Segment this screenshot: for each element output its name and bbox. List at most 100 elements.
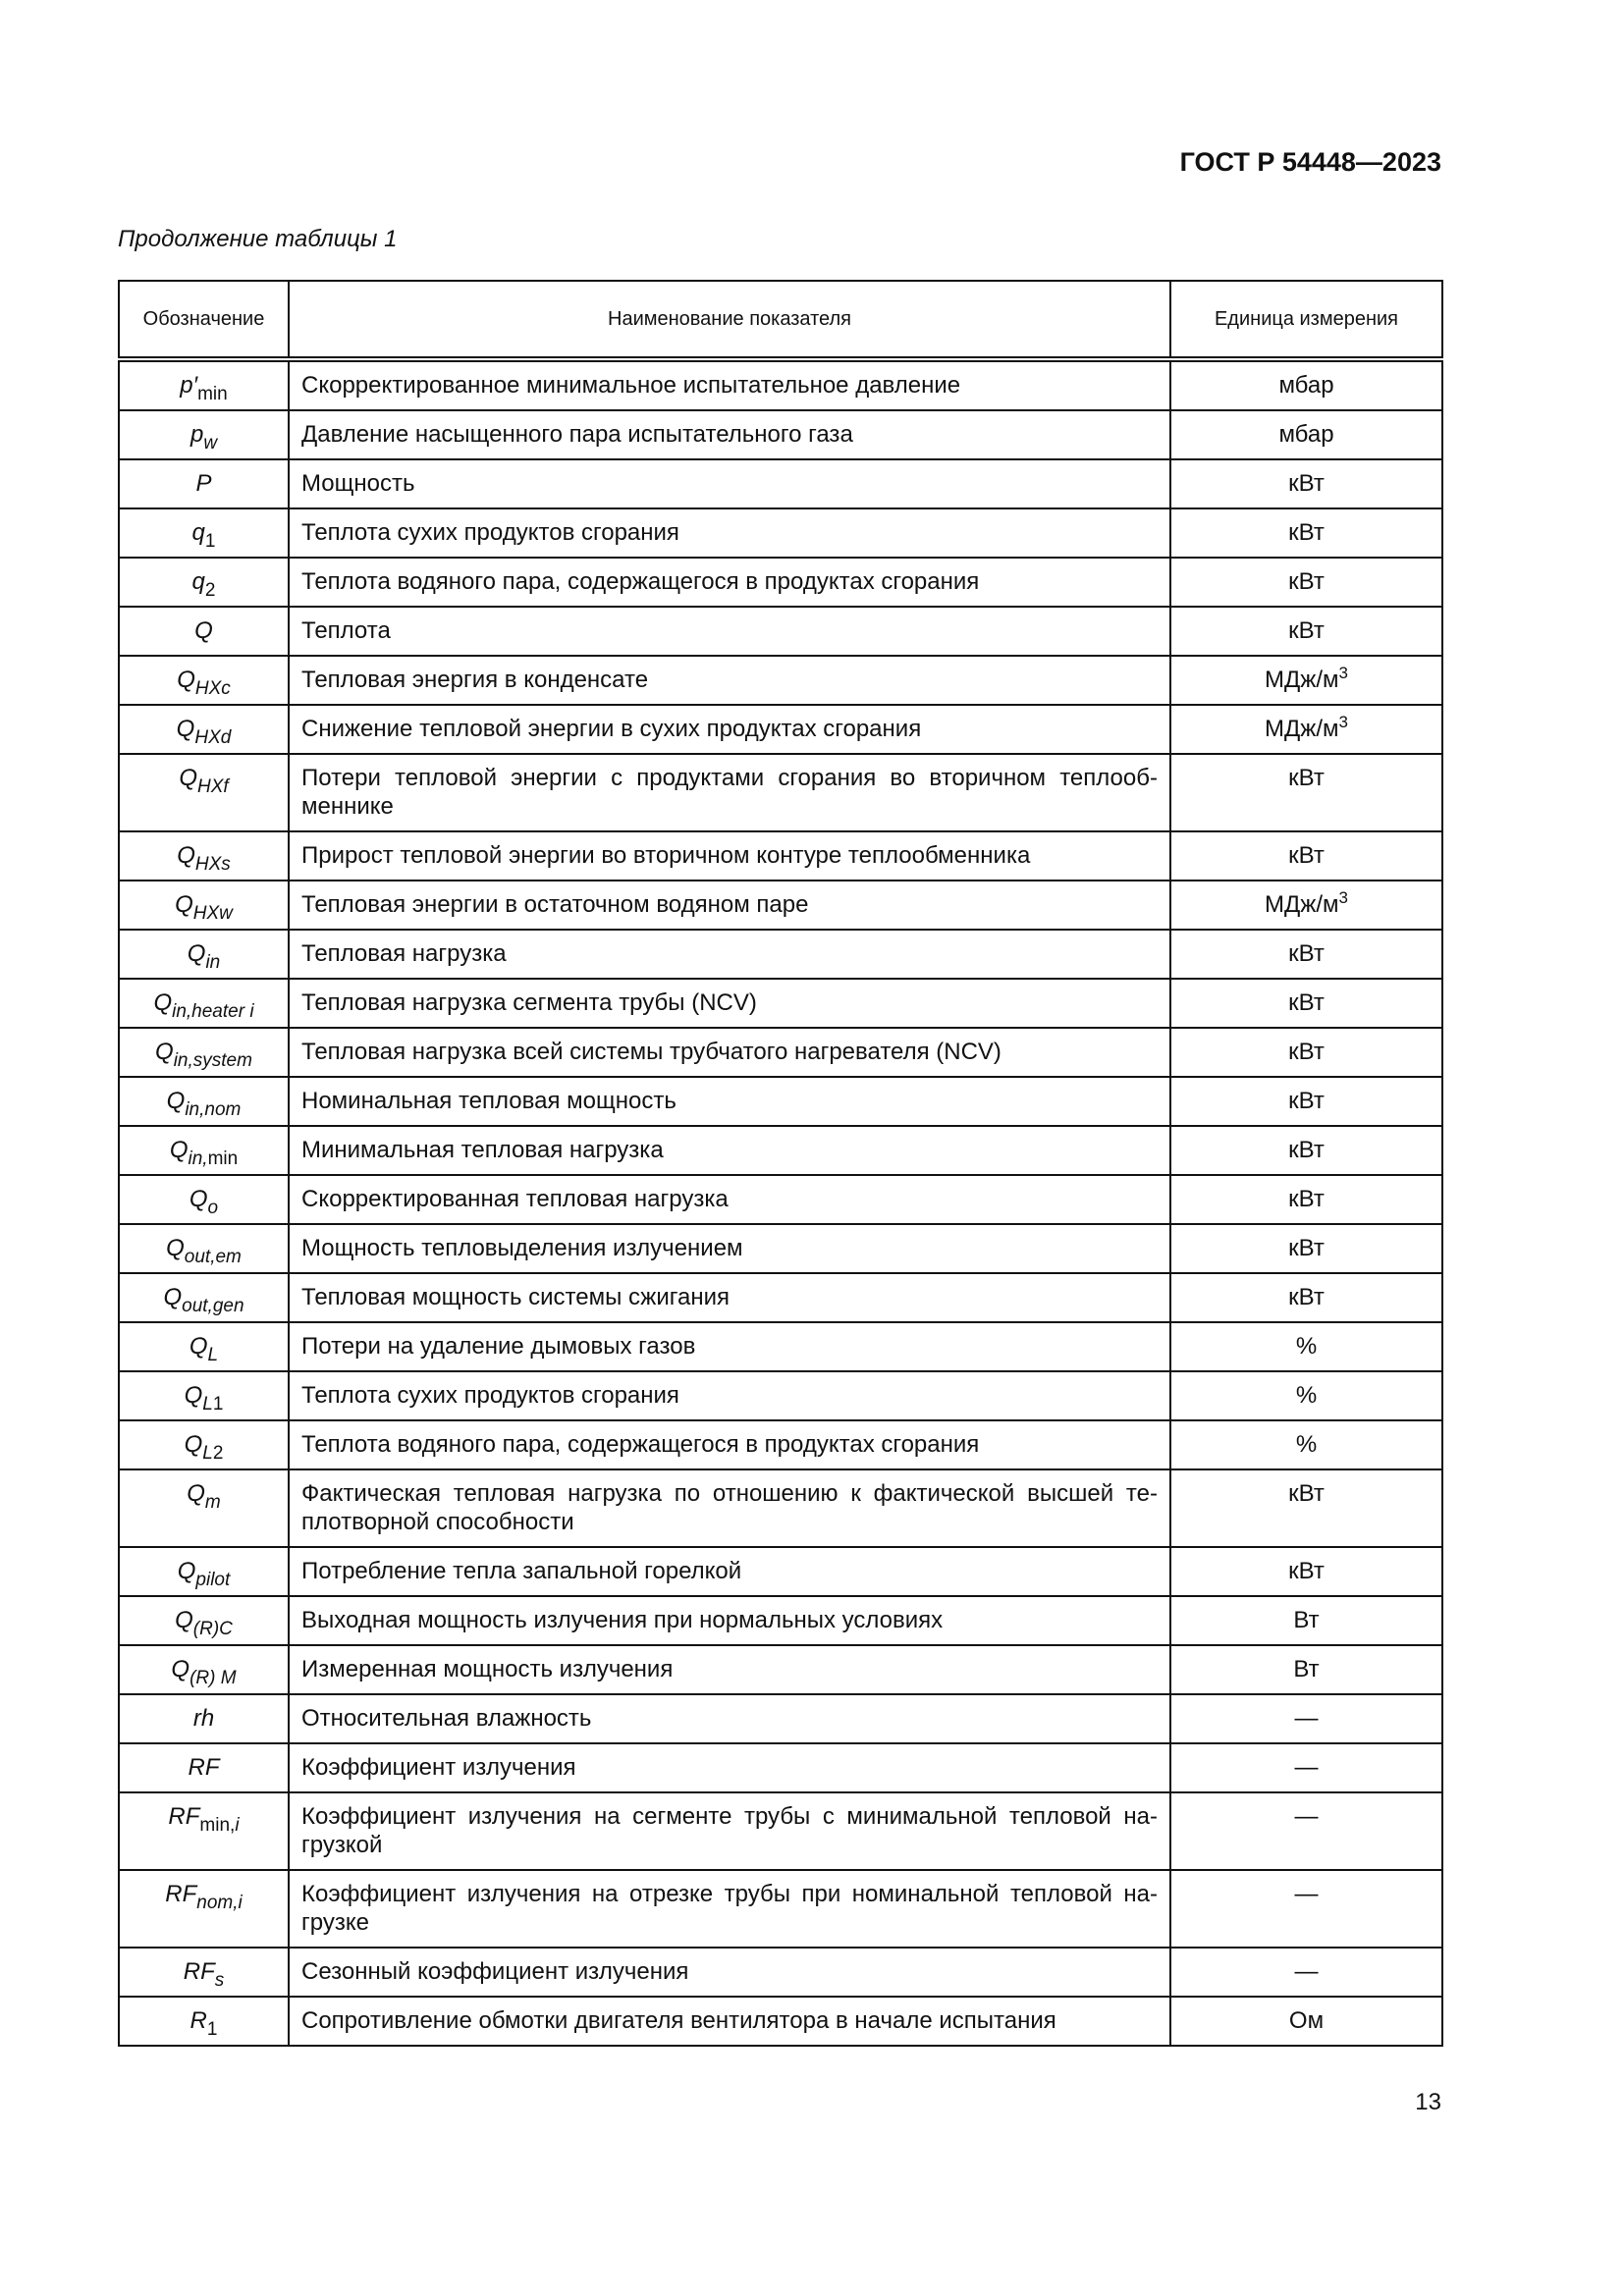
symbol-base: Q xyxy=(179,765,197,791)
unit-text: — xyxy=(1294,1705,1319,1732)
symbol-base: Q xyxy=(184,1431,203,1458)
subscript-part: (R)C xyxy=(192,1619,233,1639)
unit-cell: % xyxy=(1169,1321,1443,1372)
symbol-cell: Qout,em xyxy=(118,1223,290,1274)
name-cell: Мощность xyxy=(288,458,1171,509)
name-cell: Минимальная тепловая нагрузка xyxy=(288,1125,1171,1176)
subscript-part: pilot xyxy=(195,1570,231,1590)
name-cell: Теплота xyxy=(288,606,1171,657)
unit-cell: кВт xyxy=(1169,753,1443,832)
table-row: RFnom,i Коэффициент излучения на отрезке … xyxy=(118,1869,1443,1949)
unit-text: Вт xyxy=(1293,1656,1320,1682)
name-cell: Скорректированная тепловая нагрузка xyxy=(288,1174,1171,1225)
table-header-row: Обозначение Наименование показателя Един… xyxy=(118,280,1443,362)
subscript-part: o xyxy=(207,1198,219,1218)
unit-text: кВт xyxy=(1288,568,1325,595)
unit-cell: кВт xyxy=(1169,606,1443,657)
table-row: p′min Скорректированное минимальное испыт… xyxy=(118,358,1443,411)
symbol-cell: QHXf xyxy=(118,753,290,832)
unit-cell: — xyxy=(1169,1742,1443,1793)
subscript-part: (R) M xyxy=(189,1668,237,1688)
symbol-cell: Qout,gen xyxy=(118,1272,290,1323)
symbol-subscript: in,min xyxy=(188,1148,238,1169)
name-cell: Тепловая энергия в конденсате xyxy=(288,655,1171,706)
name-cell: Коэффициент излучения на отрезке трубы п… xyxy=(288,1869,1171,1949)
unit-cell: — xyxy=(1169,1791,1443,1871)
unit-text: — xyxy=(1294,1881,1319,1907)
name-cell: Потери на удаление дымовых газов xyxy=(288,1321,1171,1372)
unit-text: кВт xyxy=(1288,519,1325,546)
page-number: 13 xyxy=(1415,2089,1441,2115)
table-row: q2 Теплота водяного пара, содержащегося в… xyxy=(118,557,1443,608)
symbol-base: Q xyxy=(176,716,195,742)
symbol-subscript: in xyxy=(205,952,220,973)
unit-cell: кВт xyxy=(1169,1125,1443,1176)
name-cell: Скорректированное минимальное испытатель… xyxy=(288,358,1171,411)
table-row: Qin,system Тепловая нагрузка всей системы… xyxy=(118,1027,1443,1078)
symbol-base: P xyxy=(195,470,212,497)
symbol-cell: Qin,heater i xyxy=(118,978,290,1029)
symbol-cell: RF xyxy=(118,1742,290,1793)
symbol-base: Q xyxy=(189,1333,208,1360)
symbol-subscript: o xyxy=(208,1198,219,1218)
unit-cell: кВт xyxy=(1169,1272,1443,1323)
symbol-subscript: w xyxy=(203,433,217,454)
unit-text: кВт xyxy=(1288,1088,1325,1114)
unit-cell: % xyxy=(1169,1419,1443,1470)
subscript-part: L xyxy=(202,1443,213,1464)
name-cell: Фактическая тепловая нагрузка по отношен… xyxy=(288,1468,1171,1548)
subscript-part: 2 xyxy=(204,580,216,601)
unit-text: кВт xyxy=(1288,940,1325,967)
unit-text: МДж/м xyxy=(1265,891,1339,918)
symbol-base: Q xyxy=(175,1607,193,1633)
symbol-subscript: HXf xyxy=(197,776,229,797)
symbol-base: Q xyxy=(175,891,193,918)
symbol-subscript: 1 xyxy=(205,531,216,552)
unit-text: МДж/м xyxy=(1265,716,1339,742)
symbol-subscript: out,gen xyxy=(182,1296,244,1316)
symbol-base: q xyxy=(191,519,205,546)
subscript-part: in xyxy=(205,952,221,973)
symbol-cell: Q xyxy=(118,606,290,657)
table-row: Q(R) M Измеренная мощность излучения Вт xyxy=(118,1644,1443,1695)
unit-cell: кВт xyxy=(1169,507,1443,559)
symbol-subscript: in,heater i xyxy=(172,1001,253,1022)
symbol-subscript: min xyxy=(197,384,228,404)
symbol-cell: q1 xyxy=(118,507,290,559)
unit-cell: мбар xyxy=(1169,409,1443,460)
unit-cell: кВт xyxy=(1169,830,1443,881)
unit-cell: МДж/м3 xyxy=(1169,704,1443,755)
symbol-base: Q xyxy=(177,842,195,869)
table-row: QHXd Снижение тепловой энергии в сухих пр… xyxy=(118,704,1443,755)
column-header-name: Наименование показателя xyxy=(288,280,1171,362)
unit-cell: кВт xyxy=(1169,1076,1443,1127)
table-row: RFmin,i Коэффициент излучения на сегменте… xyxy=(118,1791,1443,1871)
subscript-part: out,em xyxy=(184,1247,242,1267)
symbol-base: RF xyxy=(183,1958,215,1985)
unit-text: — xyxy=(1294,1754,1319,1781)
subscript-part: 1 xyxy=(204,531,216,552)
symbol-base: q xyxy=(191,568,205,595)
symbol-cell: QL1 xyxy=(118,1370,290,1421)
symbol-base: Q xyxy=(153,989,173,1016)
unit-text: кВт xyxy=(1288,617,1325,644)
subscript-part: L xyxy=(202,1394,213,1415)
table-body: p′min Скорректированное минимальное испыт… xyxy=(118,358,1443,2047)
table-row: Qin Тепловая нагрузка кВт xyxy=(118,929,1443,980)
table-row: Qin,heater i Тепловая нагрузка сегмента т… xyxy=(118,978,1443,1029)
subscript-part: m xyxy=(204,1492,221,1513)
subscript-part: out,gen xyxy=(182,1296,244,1316)
subscript-part: min xyxy=(207,1148,239,1169)
name-cell: Теплота водяного пара, содержащегося в п… xyxy=(288,1419,1171,1470)
table-row: Qo Скорректированная тепловая нагрузка кВт xyxy=(118,1174,1443,1225)
table-caption: Продолжение таблицы 1 xyxy=(118,226,398,252)
table-row: Q Теплота кВт xyxy=(118,606,1443,657)
symbol-subscript: m xyxy=(205,1492,221,1513)
column-header-unit: Единица измерения xyxy=(1169,280,1443,362)
table-row: Qin,min Минимальная тепловая нагрузка кВт xyxy=(118,1125,1443,1176)
unit-text: Ом xyxy=(1288,2007,1325,2034)
unit-cell: — xyxy=(1169,1947,1443,1998)
symbol-cell: RFnom,i xyxy=(118,1869,290,1949)
unit-text: — xyxy=(1294,1958,1319,1985)
table-row: R1 Сопротивление обмотки двигателя вентил… xyxy=(118,1996,1443,2047)
